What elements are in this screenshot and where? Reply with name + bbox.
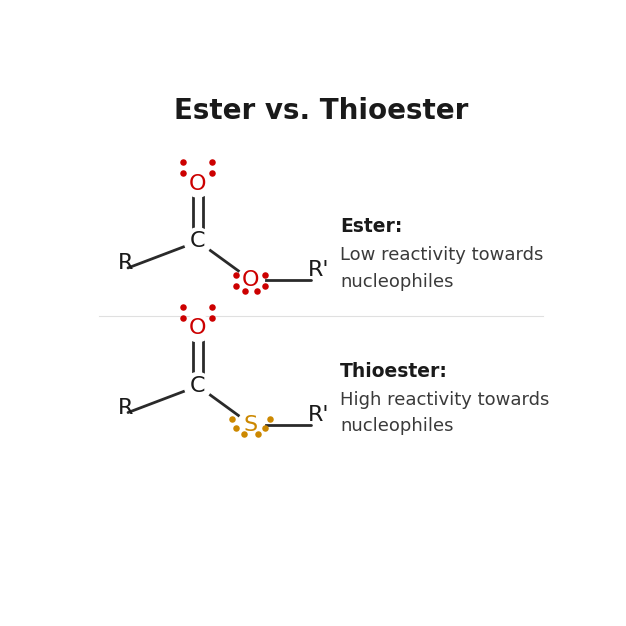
Circle shape [185,228,212,255]
Circle shape [237,267,264,294]
Text: Ester vs. Thioester: Ester vs. Thioester [173,97,468,125]
Point [178,157,188,167]
Circle shape [237,411,264,438]
Text: O: O [189,173,207,193]
Point [207,302,217,312]
Point [252,286,262,296]
Text: Low reactivity towards
nucleophiles: Low reactivity towards nucleophiles [340,246,543,290]
Text: Thioester:: Thioester: [340,362,448,381]
Circle shape [185,170,212,197]
Text: R': R' [307,260,329,280]
Circle shape [185,372,212,399]
Text: R: R [118,253,133,273]
Point [207,157,217,167]
Point [178,302,188,312]
Point [232,423,242,433]
Point [232,270,242,280]
Text: O: O [189,318,207,338]
Point [178,312,188,322]
Text: C: C [190,376,206,396]
Point [260,280,270,290]
Text: Ester:: Ester: [340,217,403,237]
Text: O: O [242,270,260,290]
Text: High reactivity towards
nucleophiles: High reactivity towards nucleophiles [340,391,550,435]
Point [239,429,249,439]
Text: C: C [190,232,206,252]
Point [260,423,270,433]
Circle shape [185,315,212,342]
Text: R: R [118,398,133,418]
Text: R': R' [307,405,329,425]
Point [253,429,263,439]
Point [260,270,270,280]
Text: S: S [244,414,258,434]
Point [227,414,237,424]
Point [207,312,217,322]
Point [240,286,250,296]
Point [207,168,217,178]
Point [265,414,275,424]
Point [178,168,188,178]
Point [232,280,242,290]
